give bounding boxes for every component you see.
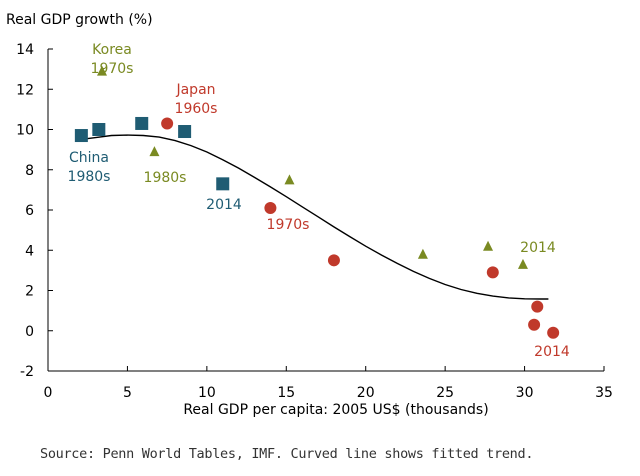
annotation-label: 1970s	[267, 217, 310, 233]
annotation-label: 1980s	[144, 170, 187, 186]
x-tick-label: 25	[436, 385, 454, 401]
japan-point	[161, 117, 174, 130]
y-tick-label: 12	[16, 82, 34, 98]
source-note: Source: Penn World Tables, IMF. Curved l…	[40, 446, 534, 462]
x-tick-label: 5	[123, 385, 132, 401]
axes: -2 0 2 4 6 8 10 12 14 0 5 10 15 20 25 30 35	[16, 42, 613, 401]
y-tick-label: -2	[20, 364, 34, 380]
china-point	[135, 116, 149, 130]
x-axis-label: Real GDP per capita: 2005 US$ (thousands…	[183, 402, 488, 418]
annotation-label: 2014	[534, 344, 570, 360]
korea-point	[97, 65, 108, 76]
china-point	[92, 123, 106, 136]
x-tick-label: 15	[277, 385, 295, 401]
x-tick-label: 20	[357, 385, 375, 401]
japan-point	[264, 201, 277, 214]
japan-point	[327, 254, 340, 267]
korea-point	[284, 174, 295, 185]
y-axis-label: Real GDP growth (%)	[6, 12, 153, 28]
x-tick-label: 10	[198, 385, 216, 401]
china-point	[74, 129, 88, 143]
data-points	[74, 65, 560, 339]
korea-point	[149, 146, 160, 157]
y-tick-label: 8	[25, 163, 34, 179]
y-tick-label: 0	[25, 324, 34, 340]
annotation-label: 2014	[206, 197, 242, 213]
japan-point	[528, 318, 541, 331]
japan-point	[486, 266, 499, 279]
annotation-label: Japan 1960s	[175, 82, 218, 117]
annotations: Korea 1970s Japan 1960s China 1980s 1980s 2014 1…	[68, 42, 570, 360]
x-tick-label: 35	[595, 385, 613, 401]
y-tick-label: 10	[16, 123, 34, 139]
y-tick-label: 4	[25, 243, 34, 259]
y-tick-label: 6	[25, 203, 34, 219]
annotation-label: Korea 1970s	[91, 42, 134, 77]
korea-point	[517, 258, 528, 269]
annotation-label: 2014	[520, 240, 556, 256]
y-tick-label: 2	[25, 284, 34, 300]
china-point	[216, 177, 230, 191]
korea-point	[417, 248, 428, 259]
x-tick-label: 0	[44, 385, 53, 401]
trend-line	[79, 134, 549, 300]
chart-svg: Real GDP growth (%) -2 0 2 4 6 8 10 12 14 0 5 10 15 2…	[6, 12, 613, 418]
y-tick-label: 14	[16, 42, 34, 58]
korea-point	[483, 240, 494, 251]
japan-point	[547, 326, 560, 339]
annotation-label: China 1980s	[68, 150, 111, 185]
japan-point	[531, 300, 544, 313]
x-tick-label: 30	[516, 385, 534, 401]
china-point	[178, 125, 192, 139]
